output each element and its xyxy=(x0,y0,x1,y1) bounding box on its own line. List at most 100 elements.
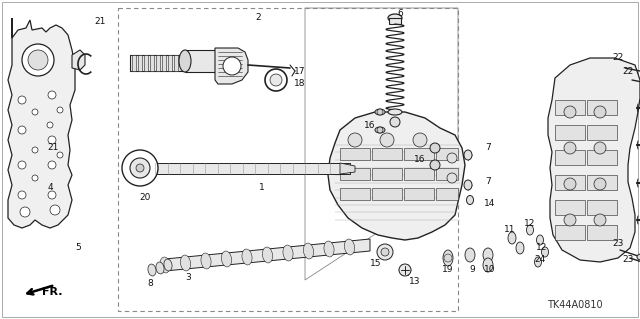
Polygon shape xyxy=(8,18,75,228)
Circle shape xyxy=(265,69,287,91)
Text: 20: 20 xyxy=(140,194,150,203)
Text: 5: 5 xyxy=(75,243,81,253)
Ellipse shape xyxy=(221,251,232,267)
Bar xyxy=(587,175,617,190)
Bar xyxy=(372,188,402,200)
Bar xyxy=(587,150,617,165)
Ellipse shape xyxy=(388,14,402,22)
Bar xyxy=(138,55,142,71)
Bar xyxy=(174,55,178,71)
Bar xyxy=(587,200,617,215)
Circle shape xyxy=(48,91,56,99)
Text: 19: 19 xyxy=(442,265,454,275)
Ellipse shape xyxy=(324,241,334,257)
Ellipse shape xyxy=(164,259,172,271)
Bar xyxy=(340,148,370,160)
Bar xyxy=(150,55,154,71)
Circle shape xyxy=(47,122,53,128)
Circle shape xyxy=(444,254,452,262)
Ellipse shape xyxy=(536,235,543,245)
Bar xyxy=(404,188,434,200)
Circle shape xyxy=(122,150,158,186)
Ellipse shape xyxy=(388,109,402,115)
Circle shape xyxy=(270,74,282,86)
Circle shape xyxy=(381,248,389,256)
Text: 16: 16 xyxy=(414,155,426,165)
Bar xyxy=(555,225,585,240)
Circle shape xyxy=(18,126,26,134)
Ellipse shape xyxy=(375,127,385,133)
Bar xyxy=(555,125,585,140)
Text: 22: 22 xyxy=(612,54,623,63)
Ellipse shape xyxy=(179,50,191,72)
Ellipse shape xyxy=(483,258,493,272)
Ellipse shape xyxy=(201,253,211,269)
Circle shape xyxy=(377,127,383,133)
Text: 22: 22 xyxy=(622,68,634,77)
Ellipse shape xyxy=(344,239,355,255)
Ellipse shape xyxy=(180,255,191,271)
Bar xyxy=(162,55,166,71)
Ellipse shape xyxy=(508,232,516,244)
Circle shape xyxy=(377,109,383,115)
Ellipse shape xyxy=(483,248,493,262)
Circle shape xyxy=(430,143,440,153)
Bar xyxy=(555,150,585,165)
Circle shape xyxy=(594,142,606,154)
Bar xyxy=(555,100,585,115)
Circle shape xyxy=(594,106,606,118)
Text: 7: 7 xyxy=(485,177,491,187)
Text: 4: 4 xyxy=(47,183,53,192)
Polygon shape xyxy=(165,239,370,271)
Circle shape xyxy=(22,44,54,76)
Bar xyxy=(404,148,434,160)
Circle shape xyxy=(18,191,26,199)
Bar xyxy=(587,100,617,115)
Bar xyxy=(555,175,585,190)
Circle shape xyxy=(28,50,48,70)
Ellipse shape xyxy=(160,257,170,273)
Circle shape xyxy=(48,136,56,144)
Text: FR.: FR. xyxy=(42,287,62,297)
Text: 14: 14 xyxy=(484,199,496,209)
Text: 23: 23 xyxy=(622,256,634,264)
Polygon shape xyxy=(72,50,85,70)
Circle shape xyxy=(564,214,576,226)
Bar xyxy=(389,18,401,24)
Ellipse shape xyxy=(467,196,474,204)
Ellipse shape xyxy=(283,245,293,261)
Circle shape xyxy=(594,214,606,226)
Bar xyxy=(156,55,160,71)
Circle shape xyxy=(57,107,63,113)
Circle shape xyxy=(57,152,63,158)
Ellipse shape xyxy=(541,247,548,257)
Circle shape xyxy=(564,178,576,190)
Circle shape xyxy=(18,161,26,169)
Bar xyxy=(436,148,458,160)
Circle shape xyxy=(447,173,457,183)
Circle shape xyxy=(223,57,241,75)
Ellipse shape xyxy=(534,257,541,267)
Ellipse shape xyxy=(303,243,314,259)
Text: 8: 8 xyxy=(147,278,153,287)
Bar xyxy=(144,55,148,71)
Text: 1: 1 xyxy=(259,183,265,192)
Ellipse shape xyxy=(637,254,640,260)
Circle shape xyxy=(348,133,362,147)
Text: 23: 23 xyxy=(612,240,624,249)
Bar xyxy=(168,55,172,71)
Circle shape xyxy=(594,178,606,190)
Bar xyxy=(185,50,215,72)
Bar xyxy=(130,55,185,71)
Text: 7: 7 xyxy=(485,144,491,152)
Bar xyxy=(587,125,617,140)
Circle shape xyxy=(564,142,576,154)
Bar xyxy=(132,55,136,71)
Text: 12: 12 xyxy=(536,243,548,253)
Text: 11: 11 xyxy=(504,226,516,234)
Circle shape xyxy=(447,153,457,163)
Text: 6: 6 xyxy=(397,10,403,19)
Ellipse shape xyxy=(443,250,453,266)
Text: 16: 16 xyxy=(364,121,376,130)
Bar xyxy=(340,188,370,200)
